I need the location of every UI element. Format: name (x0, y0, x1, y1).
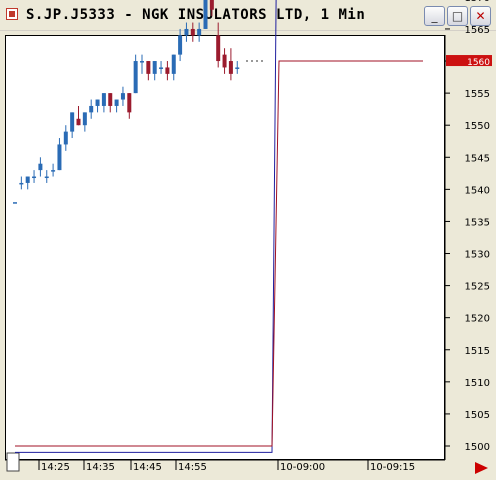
candle-body (25, 176, 30, 183)
candle-body (95, 99, 100, 106)
y-tick-label: 1555 (465, 89, 490, 100)
y-tick-label: 1530 (465, 250, 490, 261)
candle-body (190, 28, 195, 36)
y-tick-label: 1520 (465, 314, 490, 325)
candle-body (19, 182, 24, 185)
candle-body (51, 170, 56, 172)
time-axis[interactable] (5, 460, 445, 480)
candle-body (82, 112, 87, 126)
candle-body (216, 35, 221, 62)
last-price-line (15, 60, 423, 447)
candle-body (222, 54, 227, 68)
candle-body (171, 54, 176, 74)
y-tick-label: 1565 (465, 25, 490, 36)
candle-body (133, 61, 138, 94)
chart-app-icon[interactable] (6, 8, 18, 20)
y-tick-label: 1550 (465, 121, 490, 132)
candle-body (32, 176, 37, 179)
scroll-right-arrow-icon[interactable] (475, 462, 488, 474)
y-tick-label: 1570 (465, 0, 490, 4)
x-tick-label: 14:25 (41, 462, 70, 473)
candle-body (197, 28, 202, 36)
y-tick-label: 1545 (465, 153, 490, 164)
title-bar: S.JP.J5333 - NGK INSULATORS LTD, 1 Min _… (0, 0, 496, 31)
candle-body (38, 163, 43, 171)
minimize-button[interactable]: _ (424, 6, 445, 26)
y-tick-label: 1525 (465, 282, 490, 293)
candle-body (108, 93, 113, 106)
candle-body (13, 202, 17, 204)
candle-body (140, 61, 144, 63)
y-tick-label: 1515 (465, 346, 490, 357)
x-tick-label: 14:35 (86, 462, 115, 473)
y-tick-label: 1505 (465, 410, 490, 421)
scroll-handle[interactable] (6, 452, 20, 472)
candle-body (120, 93, 125, 100)
candle-body (114, 99, 119, 106)
candle-body (228, 61, 233, 74)
maximize-button[interactable]: □ (447, 6, 468, 26)
candle-body (63, 131, 68, 145)
candle-body (184, 28, 189, 36)
x-tick-label: 14:45 (133, 462, 162, 473)
candle-body (209, 0, 214, 10)
candle-body (89, 105, 94, 113)
candle-body (76, 118, 81, 126)
candle-body (44, 176, 49, 179)
close-button[interactable]: ✕ (470, 6, 491, 26)
ask-line (15, 0, 277, 453)
candle-body (159, 67, 164, 69)
x-tick-label: 10-09:00 (280, 462, 325, 473)
candle-body (127, 93, 132, 113)
candle-body (57, 144, 62, 171)
current-price-tag-label: 1560 (467, 58, 490, 68)
x-tick-label: 10-09:15 (370, 462, 415, 473)
candle-body (165, 67, 170, 74)
candle-body (70, 112, 75, 132)
candle-body (101, 93, 106, 106)
current-price-tag (446, 55, 492, 67)
candle-body (178, 35, 183, 55)
price-axis[interactable] (445, 35, 496, 460)
x-tick-label: 14:55 (178, 462, 207, 473)
candle-body (152, 61, 157, 74)
candle-body (203, 0, 208, 29)
y-tick-label: 1500 (465, 442, 490, 453)
y-tick-label: 1510 (465, 378, 490, 389)
candle-body (146, 61, 151, 74)
candle-body (235, 67, 240, 69)
window-title: S.JP.J5333 - NGK INSULATORS LTD, 1 Min (26, 7, 366, 23)
y-tick-label: 1535 (465, 217, 490, 228)
y-tick-label: 1540 (465, 185, 490, 196)
